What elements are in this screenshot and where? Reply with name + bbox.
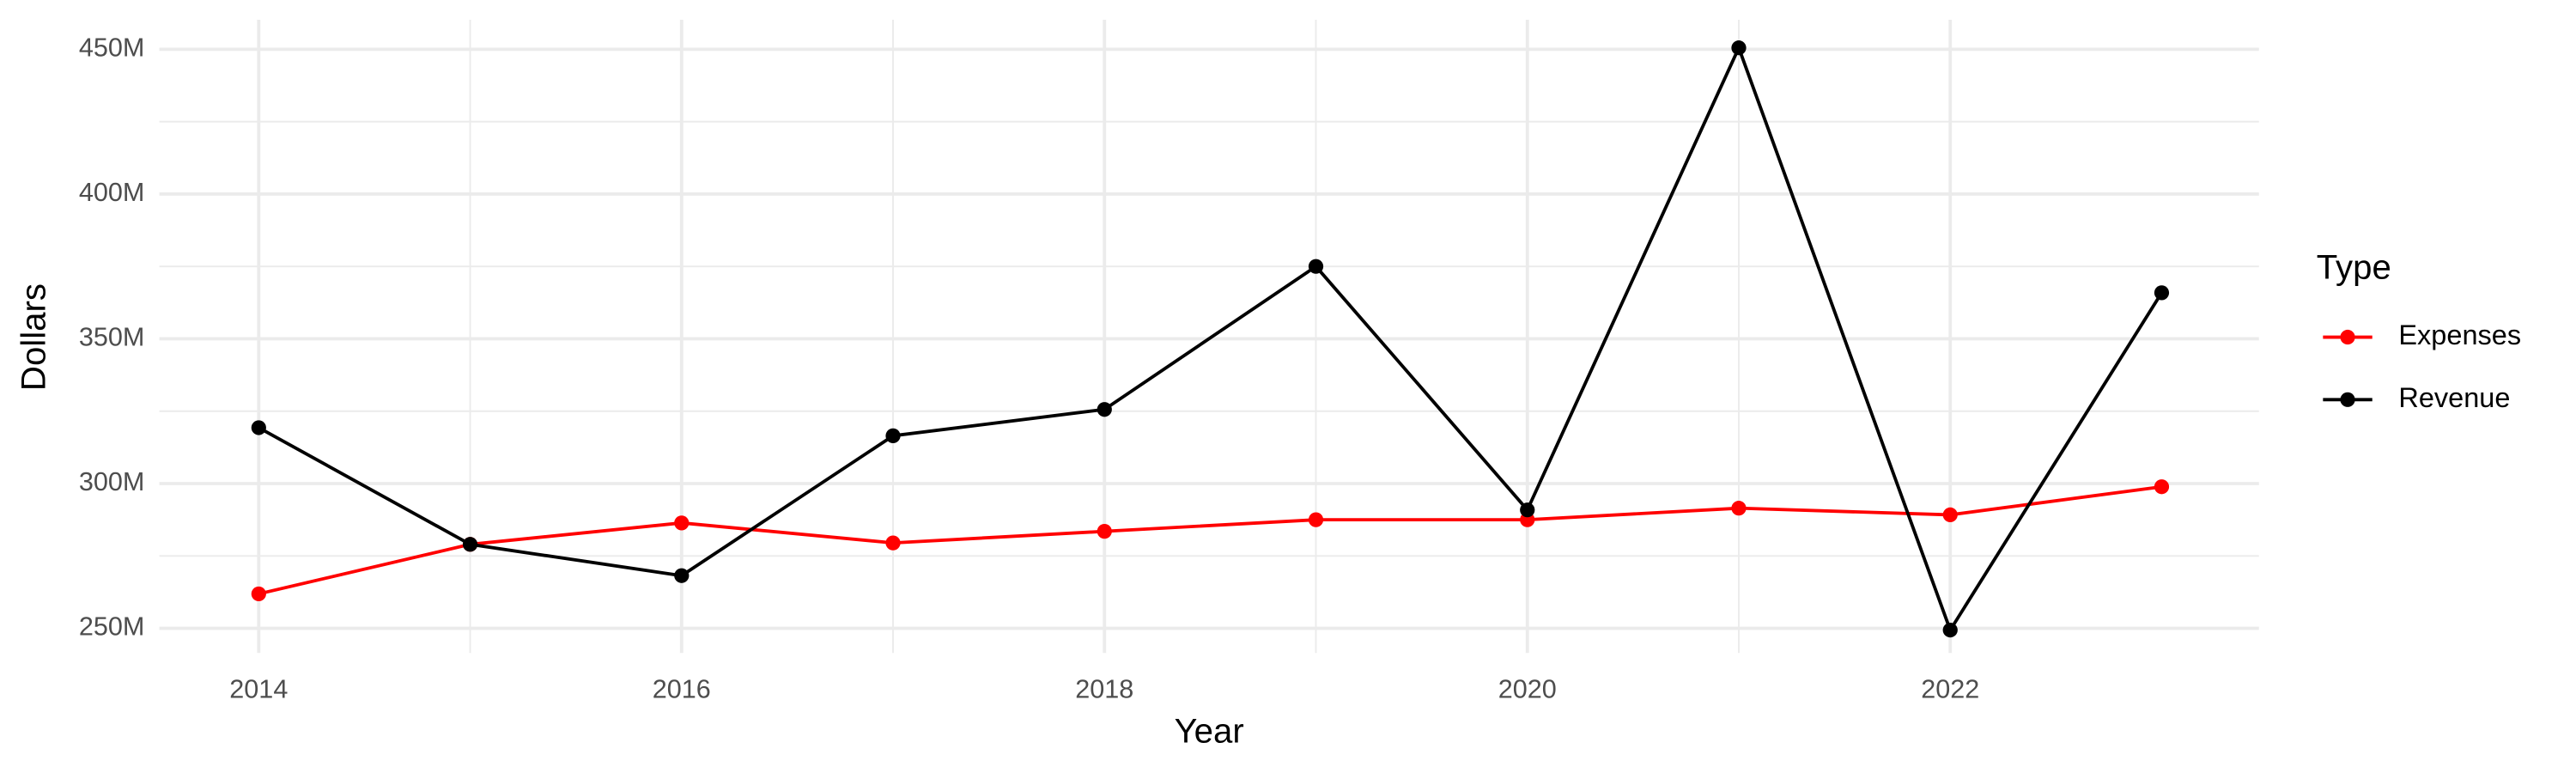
data-point <box>885 535 901 551</box>
x-tick-label: 2022 <box>1921 674 1979 703</box>
data-point <box>885 428 901 444</box>
series-line <box>258 43 2164 634</box>
data-point <box>1731 501 1747 516</box>
y-tick-label: 250M <box>79 612 145 642</box>
data-point <box>1942 622 1958 638</box>
x-tick-label: 2014 <box>229 674 288 703</box>
data-point <box>251 420 266 435</box>
data-point <box>1308 512 1324 527</box>
data-point <box>251 586 266 602</box>
y-tick-label: 400M <box>79 178 145 207</box>
data-point <box>1097 524 1112 539</box>
data-point <box>2154 479 2170 495</box>
data-point <box>1097 402 1112 417</box>
data-point <box>674 515 690 531</box>
grid <box>159 19 2259 654</box>
legend-marker <box>2340 392 2355 407</box>
legend-marker <box>2340 329 2355 345</box>
legend-label: Revenue <box>2398 382 2510 413</box>
x-tick-label: 2020 <box>1498 674 1557 703</box>
data-point <box>1520 502 1535 518</box>
series-line <box>258 484 2162 596</box>
y-tick-label: 450M <box>79 33 145 62</box>
data-point <box>1942 507 1958 523</box>
data-point <box>1731 40 1747 56</box>
x-axis-label: Year <box>1175 712 1244 751</box>
x-tick-label: 2016 <box>653 674 711 703</box>
data-point <box>462 537 478 552</box>
legend-label: Expenses <box>2398 320 2521 350</box>
x-tick-label: 2018 <box>1075 674 1133 703</box>
data-point <box>1308 259 1324 274</box>
data-point <box>2154 285 2170 301</box>
y-tick-label: 300M <box>79 467 145 496</box>
data-point <box>674 568 690 583</box>
y-axis-label: Dollars <box>15 283 53 391</box>
y-tick-label: 350M <box>79 323 145 352</box>
legend-title: Type <box>2317 248 2391 287</box>
